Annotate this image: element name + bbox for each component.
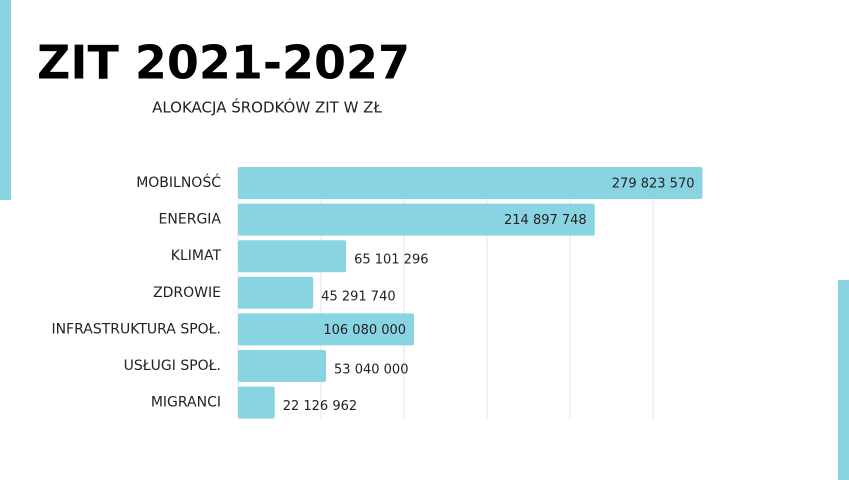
value-label: 22 126 962: [283, 399, 357, 414]
category-label: MIGRANCI: [151, 395, 221, 411]
category-label: KLIMAT: [171, 248, 222, 264]
bar: [238, 203, 595, 236]
bar: [238, 386, 275, 419]
value-label: 106 080 000: [323, 323, 406, 338]
category-label: MOBILNOŚĆ: [136, 173, 221, 191]
value-label: 279 823 570: [612, 177, 695, 192]
category-label: ENERGIA: [159, 212, 222, 228]
bar: [238, 313, 415, 346]
chart-title: ZIT 2021-2027: [37, 36, 410, 90]
category-label: INFRASTRUKTURA SPOŁ.: [51, 321, 221, 337]
bar: [238, 350, 327, 382]
category-label: USŁUGI SPOŁ.: [124, 358, 221, 374]
category-label: ZDROWIE: [153, 285, 221, 301]
decor-left: [0, 0, 11, 200]
value-label: 53 040 000: [334, 363, 408, 378]
bar: [238, 240, 347, 273]
value-label: 45 291 740: [321, 289, 395, 304]
value-label: 214 897 748: [504, 213, 587, 228]
decor-right: [838, 280, 849, 480]
bar: [238, 167, 703, 199]
value-label: 65 101 296: [354, 253, 428, 268]
chart-subtitle: ALOKACJA ŚRODKÓW ZIT W ZŁ: [152, 98, 382, 117]
bar: [238, 276, 314, 309]
